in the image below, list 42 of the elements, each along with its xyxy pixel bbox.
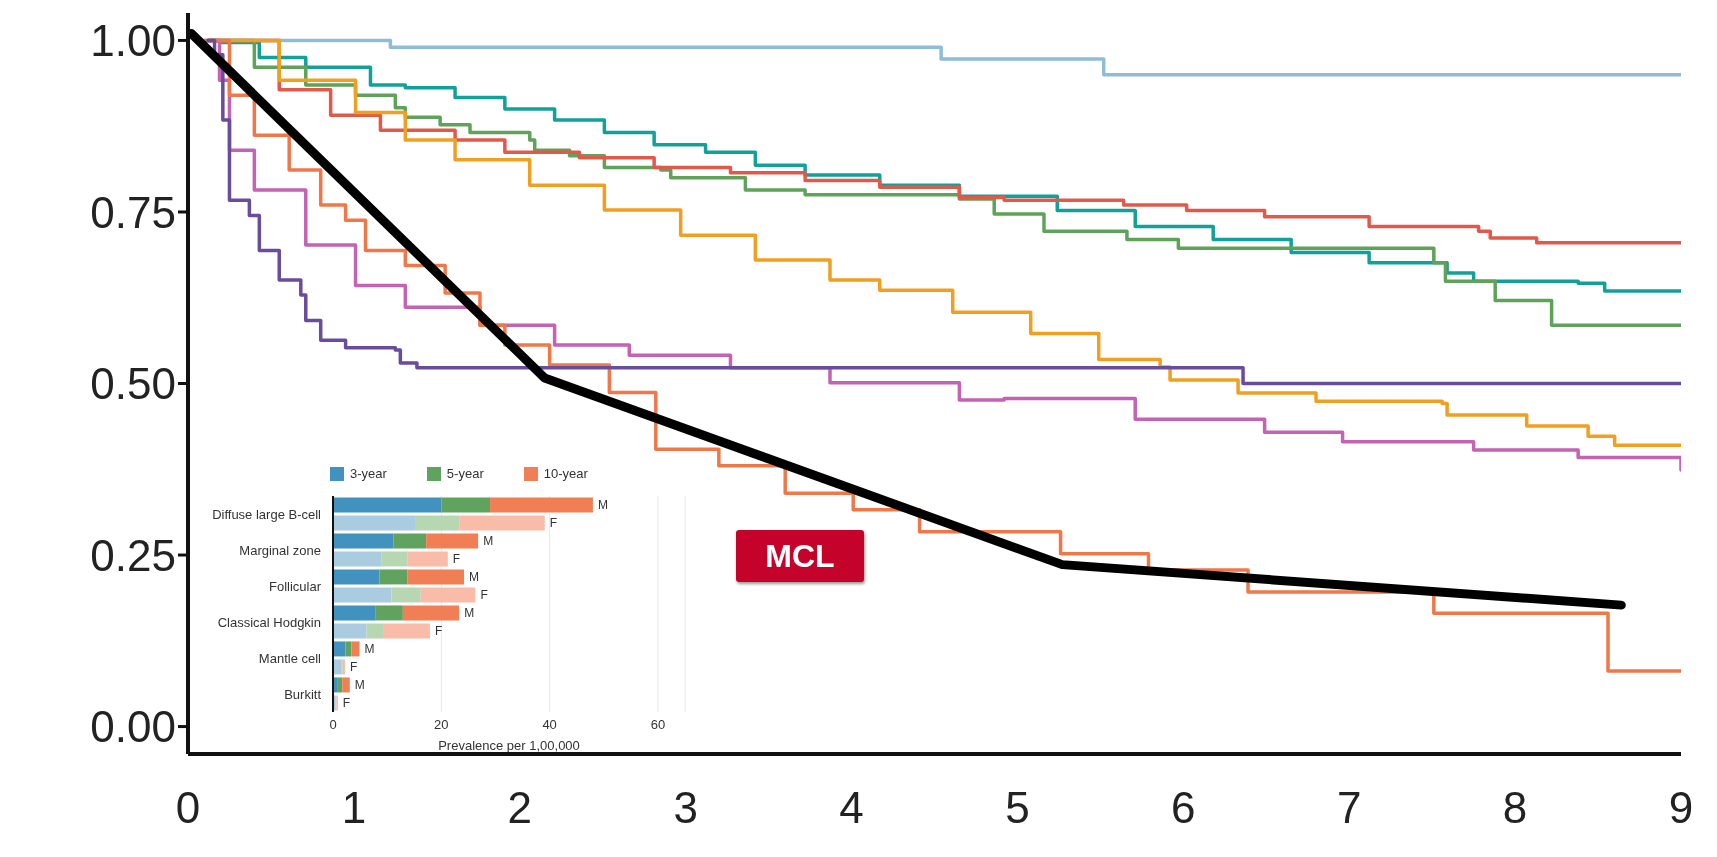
x-tick-label: 40 — [542, 717, 557, 733]
y-tick-label: Follicular — [268, 579, 322, 594]
y-tick-label: Marginal zone — [239, 543, 321, 558]
data-label: F — [549, 516, 558, 531]
x-tick-label: 3 — [673, 783, 698, 833]
data-label: F — [452, 552, 461, 567]
legend-label: 10-year — [542, 466, 588, 481]
x-tick-label: 0 — [329, 717, 337, 733]
x-tick-label: 0 — [175, 783, 201, 833]
annotation: MCL — [736, 530, 864, 582]
y-tick-label: 0.50 — [90, 359, 176, 409]
x-tick-label: 20 — [434, 717, 449, 733]
x-tick-label: 4 — [839, 783, 864, 833]
x-tick-label: 8 — [1502, 783, 1528, 833]
data-label: M — [469, 570, 480, 585]
y-tick-label: Mantle cell — [258, 651, 322, 666]
x-tick-label: 6 — [1171, 783, 1196, 833]
legend-label: 5-year — [445, 466, 484, 481]
data-label: M — [597, 498, 608, 513]
y-tick-label: 0.25 — [90, 530, 176, 580]
y-tick-label: 0.75 — [90, 187, 176, 237]
x-axis-title: Prevalence per 1,00,000 — [438, 738, 580, 753]
x-tick-label: 9 — [1668, 783, 1694, 833]
x-tick-label: 2 — [507, 783, 533, 833]
data-label: F — [342, 696, 351, 711]
data-label: F — [480, 588, 488, 603]
x-tick-label: 1 — [341, 783, 367, 833]
data-label: M — [364, 642, 375, 657]
y-tick-label: 0.00 — [90, 702, 176, 752]
data-label: F — [434, 624, 443, 639]
x-tick-label: 60 — [650, 717, 666, 733]
x-tick-label: 5 — [1005, 783, 1030, 833]
y-tick-label: Classical Hodgkin — [217, 615, 321, 630]
data-label: M — [483, 534, 494, 549]
y-tick-label: 1.00 — [90, 16, 176, 66]
y-tick-label: Burkitt — [284, 687, 322, 702]
legend-label: 3-year — [349, 466, 387, 481]
y-tick-label: Diffuse large B-cell — [212, 507, 322, 522]
data-label: M — [354, 678, 365, 693]
data-label: M — [464, 606, 475, 621]
x-tick-label: 7 — [1336, 783, 1362, 833]
data-label: F — [349, 660, 358, 675]
